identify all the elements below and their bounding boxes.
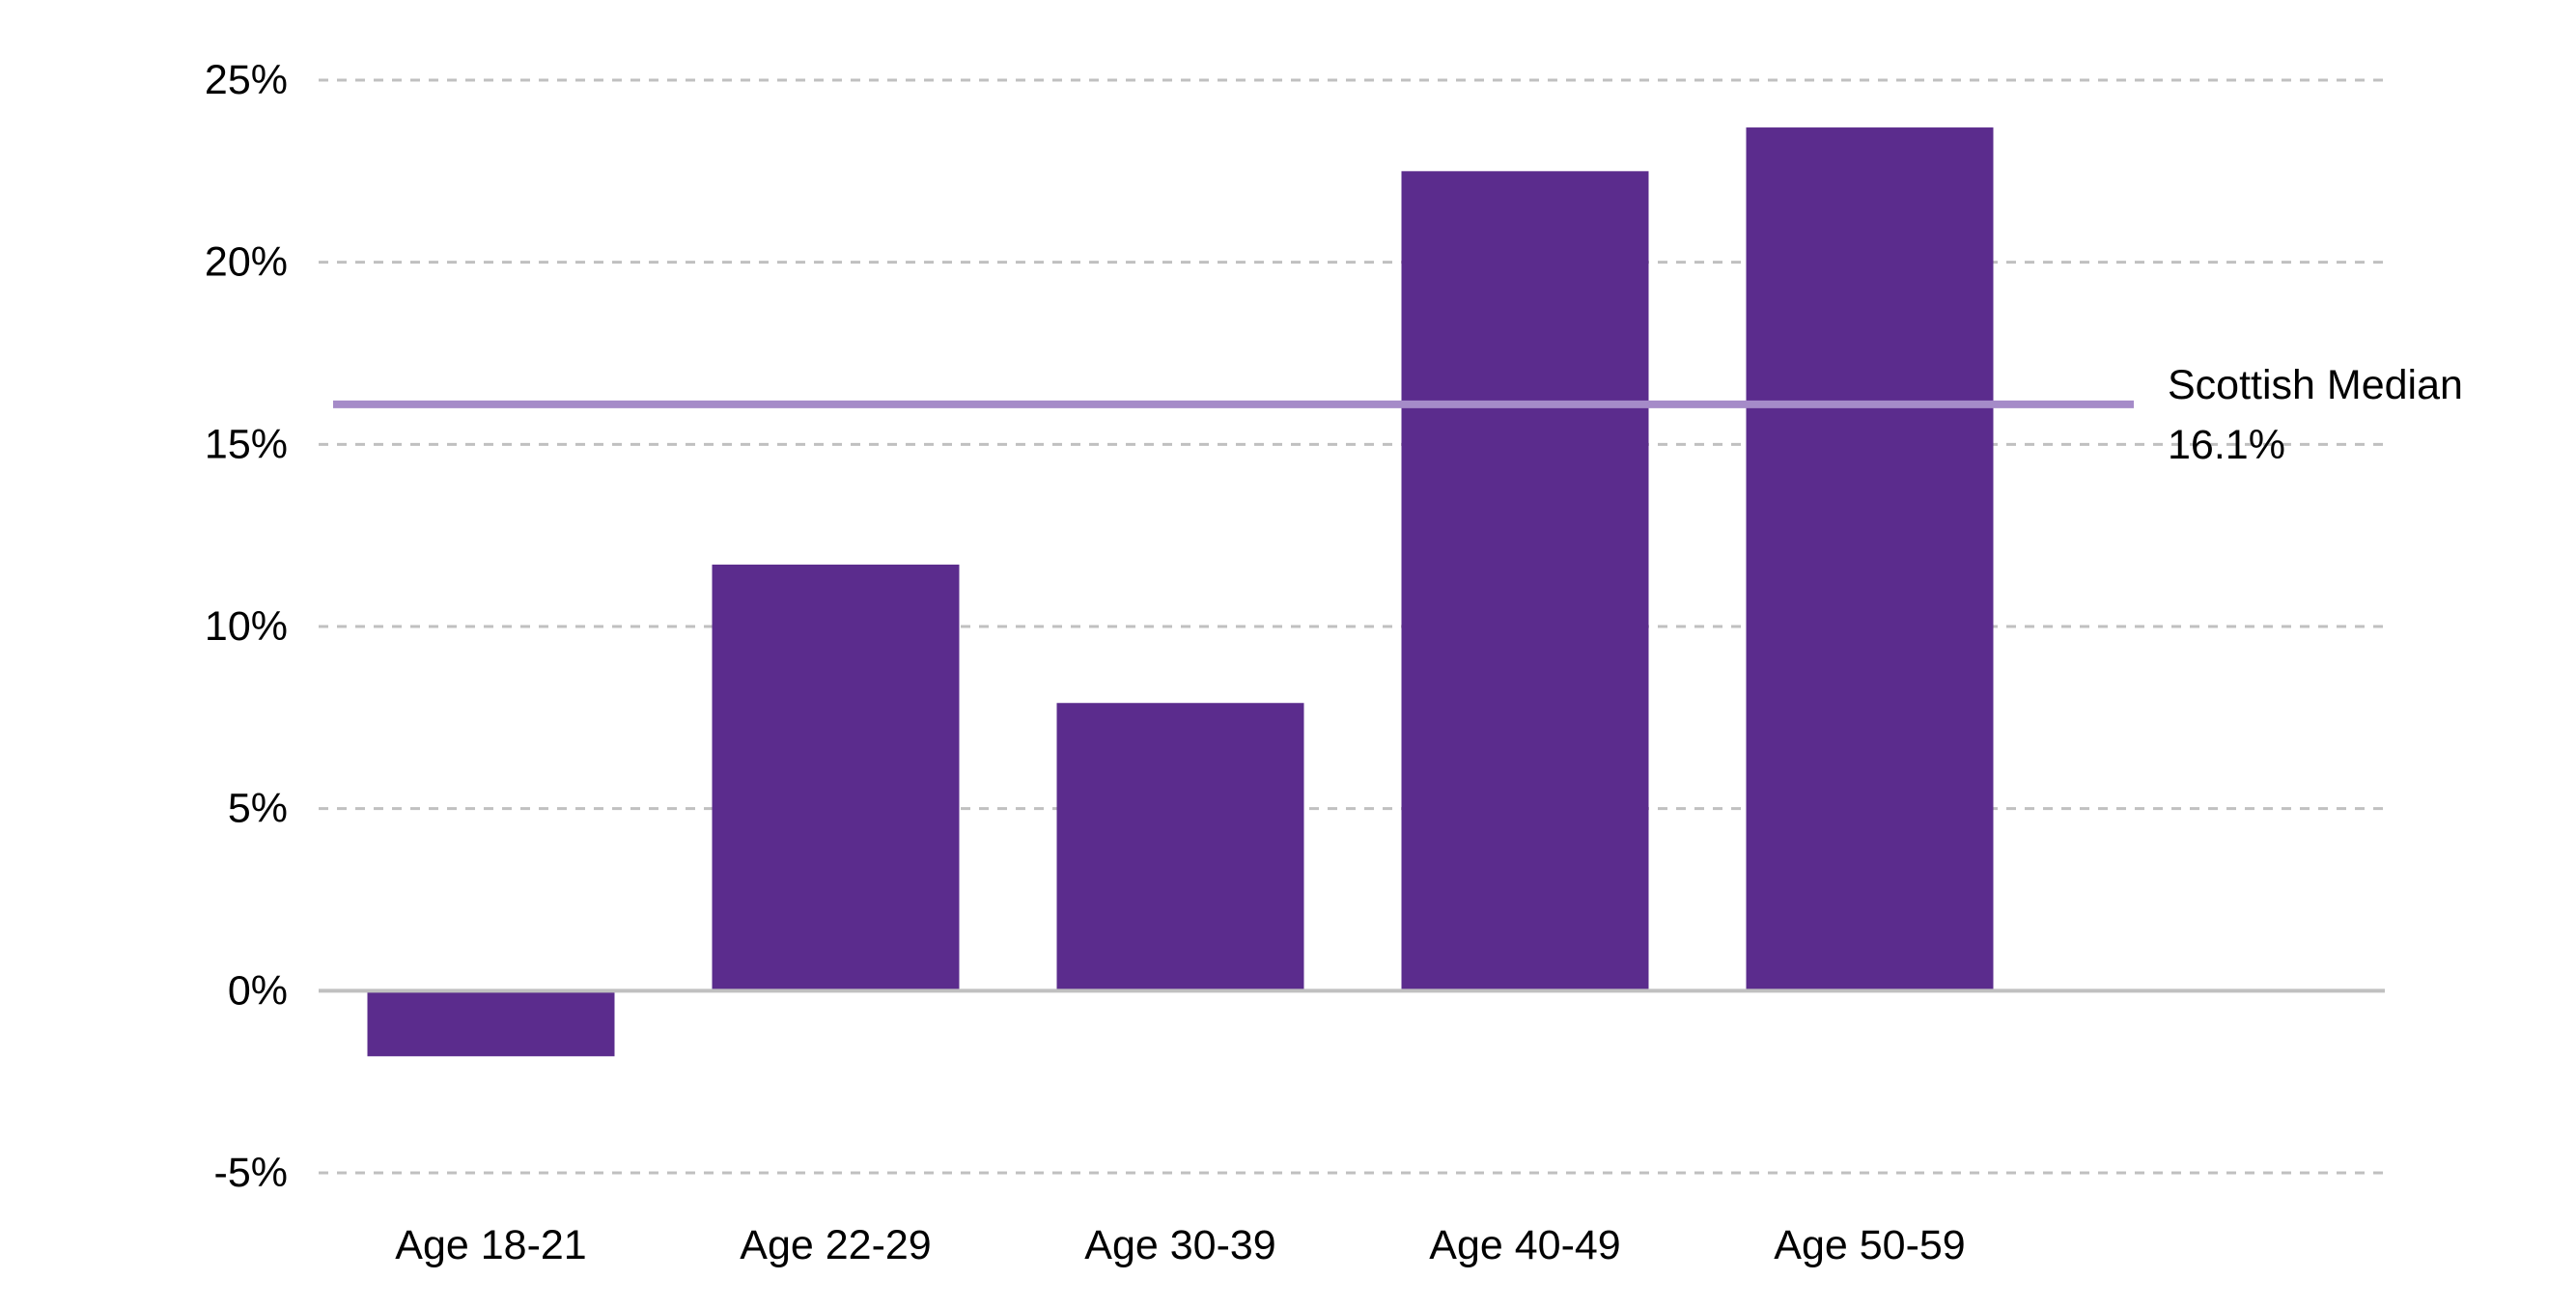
bar [1056, 703, 1304, 991]
scottish-median-label: Scottish Median [2168, 362, 2463, 408]
bar [1401, 171, 1649, 991]
bars [367, 127, 1994, 1057]
y-tick-label: 0% [228, 967, 288, 1014]
x-tick-label: Age 40-49 [1429, 1222, 1620, 1268]
y-tick-label: 5% [228, 786, 288, 832]
gridlines [319, 78, 2385, 1175]
y-tick-label: 20% [205, 239, 288, 286]
y-tick-label: 10% [205, 603, 288, 650]
y-tick-label: -5% [214, 1150, 288, 1196]
x-tick-label: Age 18-21 [395, 1222, 586, 1268]
x-tick-label: Age 22-29 [740, 1222, 931, 1268]
scottish-median-value-label: 16.1% [2168, 422, 2285, 468]
y-axis-tick-labels: -5% 0% 5% 10% 15% 20% 25% [205, 57, 288, 1196]
bar [712, 564, 960, 991]
y-tick-label: 25% [205, 57, 288, 103]
bar [1746, 127, 1994, 991]
x-tick-label: Age 30-39 [1084, 1222, 1275, 1268]
x-tick-label: Age 50-59 [1774, 1222, 1965, 1268]
y-tick-label: 15% [205, 421, 288, 467]
bar [367, 990, 615, 1057]
x-axis-tick-labels: Age 18-21 Age 22-29 Age 30-39 Age 40-49 Age … [395, 1222, 1965, 1268]
